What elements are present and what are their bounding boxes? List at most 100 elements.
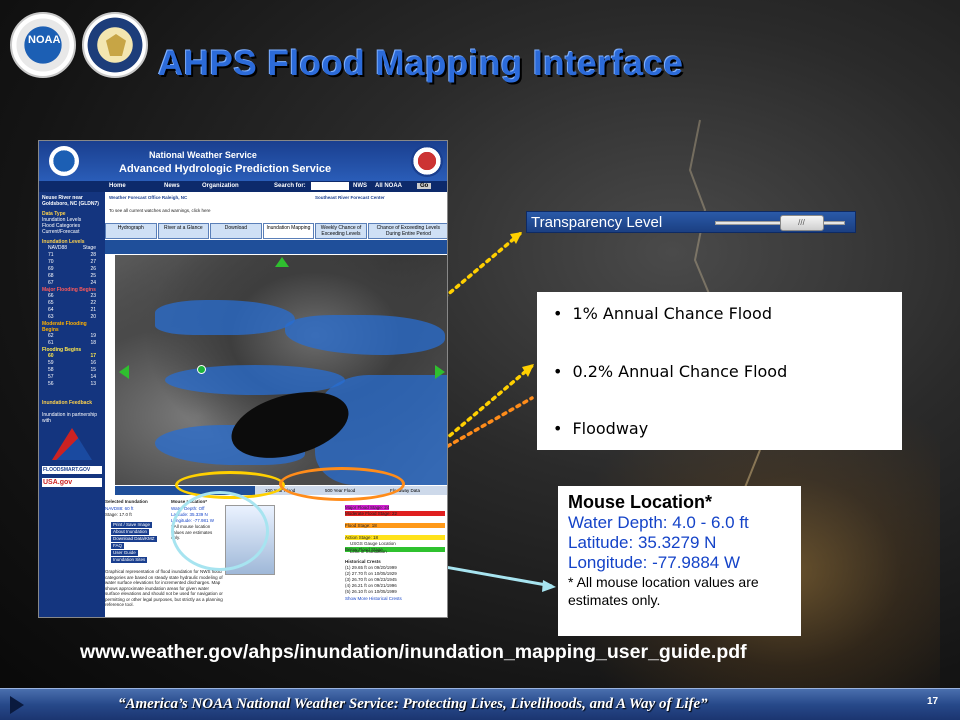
- gauge-marker-icon[interactable]: [197, 365, 206, 374]
- noaa-logo-text: NOAA: [28, 34, 61, 46]
- nav-go-button[interactable]: Go: [417, 183, 432, 189]
- mouse-location-box: Mouse Location* Water Depth: 4.0 - 6.0 f…: [558, 486, 801, 636]
- level-cell[interactable]: 67: [48, 280, 54, 286]
- print-save-button[interactable]: Print / Save Image: [111, 522, 153, 528]
- inundation-map[interactable]: [115, 255, 447, 485]
- level-cell[interactable]: 20: [90, 314, 96, 320]
- eagle-icon: [106, 34, 126, 56]
- tab-river-at-a-glance[interactable]: River at a Glance: [157, 223, 210, 239]
- level-cell[interactable]: 27: [90, 259, 96, 265]
- level-cell[interactable]: 64: [48, 307, 54, 313]
- nav-organization[interactable]: Organization: [202, 183, 239, 189]
- level-cell[interactable]: 66: [48, 293, 54, 299]
- col-head: NAVD88: [48, 245, 68, 251]
- legend-floodway[interactable]: Floodway Data: [390, 488, 421, 493]
- level-cell[interactable]: 61: [48, 340, 54, 346]
- nc-emergency-logo-icon: [52, 428, 92, 460]
- pan-left-icon[interactable]: [119, 365, 129, 379]
- transparency-slider-thumb[interactable]: ///: [779, 215, 824, 231]
- nws-sidebar: Neuse River near Goldsboro, NC (GLDN7) D…: [39, 192, 105, 617]
- pan-up-icon[interactable]: [275, 257, 289, 267]
- floodsmart-logo[interactable]: FLOODSMART.GOV: [42, 466, 102, 474]
- inundation-sites-button[interactable]: Inundation Sites: [111, 557, 148, 563]
- data-type-option[interactable]: Current/Forecast: [42, 229, 80, 235]
- tab-inundation-mapping[interactable]: Inundation Mapping: [262, 223, 315, 239]
- cat-flood: Flood Stage: 18: [345, 523, 445, 528]
- level-cell[interactable]: 70: [48, 259, 54, 265]
- nws-header: National Weather Service Advanced Hydrol…: [39, 141, 447, 181]
- user-guide-button[interactable]: User Guide: [111, 550, 138, 556]
- level-cell[interactable]: 25: [90, 273, 96, 279]
- level-cell[interactable]: 13: [90, 381, 96, 387]
- crest-row: (5) 26.10 ft on 10/05/1999: [345, 589, 397, 594]
- watches-text[interactable]: To see all current watches and warnings,…: [109, 208, 211, 213]
- level-cell[interactable]: 65: [48, 300, 54, 306]
- transparency-level-control[interactable]: Transparency Level ///: [526, 211, 856, 233]
- rfc-link[interactable]: Southeast River Forecast Center: [315, 195, 385, 200]
- user-guide-url[interactable]: www.weather.gov/ahps/inundation/inundati…: [80, 641, 747, 663]
- flood-area: [155, 300, 295, 335]
- level-cell[interactable]: 26: [90, 266, 96, 272]
- level-cell[interactable]: 15: [90, 367, 96, 373]
- level-cell[interactable]: 56: [48, 381, 54, 387]
- water-depth-value: Water Depth: 4.0 - 6.0 ft: [568, 513, 749, 532]
- flood-category-legend: Major Flood Stage: 24 Moderate Flood Sta…: [345, 505, 445, 552]
- level-cell[interactable]: 21: [90, 307, 96, 313]
- data-type-option[interactable]: Inundation Levels: [42, 217, 82, 223]
- level-cell[interactable]: 18: [90, 340, 96, 346]
- about-inundation-button[interactable]: About Inundation: [111, 529, 150, 535]
- level-cell[interactable]: 62: [48, 333, 54, 339]
- level-cell[interactable]: 59: [48, 360, 54, 366]
- level-cell-selected[interactable]: 17: [90, 353, 96, 359]
- level-cell[interactable]: 63: [48, 314, 54, 320]
- level-cell[interactable]: 71: [48, 252, 54, 258]
- usa-gov-logo[interactable]: USA.gov: [42, 478, 102, 487]
- level-cell[interactable]: 14: [90, 374, 96, 380]
- crest-row: (2) 27.70 ft on 10/05/1929: [345, 571, 397, 576]
- pan-right-icon[interactable]: [435, 365, 445, 379]
- feedback-link[interactable]: Inundation Feedback: [42, 400, 93, 406]
- office-link[interactable]: Weather Forecast Office Raleigh, NC: [109, 195, 188, 200]
- estimate-note-line1: * All mouse location values are: [568, 574, 759, 590]
- faq-button[interactable]: FAQ: [111, 543, 125, 549]
- nav-news[interactable]: News: [164, 183, 180, 189]
- nav-radio-nws[interactable]: NWS: [353, 183, 367, 189]
- major-flooding-label: Major Flooding Begins: [42, 287, 96, 293]
- level-cell[interactable]: 19: [90, 333, 96, 339]
- tab-row: Hydrograph River at a Glance Download In…: [105, 223, 447, 239]
- arrowhead-icon: [542, 580, 556, 592]
- more-crests-link[interactable]: Show More Historical Crests: [345, 596, 402, 601]
- download-data-button[interactable]: Download Data/KMZ: [111, 536, 157, 542]
- level-cell[interactable]: 68: [48, 273, 54, 279]
- footer-bar: “America’s NOAA National Weather Service…: [0, 688, 960, 720]
- nav-search-input[interactable]: [311, 182, 349, 190]
- level-cell[interactable]: 22: [90, 300, 96, 306]
- department-of-commerce-seal-icon: [82, 12, 148, 78]
- mouse-location-heading: Mouse Location*: [568, 492, 713, 512]
- cat-moderate: Moderate Flood Stage: 22: [345, 511, 445, 516]
- highlight-mouse-ellipse: [171, 491, 269, 571]
- tab-weekly-chance[interactable]: Weekly Chance of Exceeding Levels: [315, 223, 367, 239]
- data-type-option[interactable]: Flood Categories: [42, 223, 81, 229]
- tab-hydrograph[interactable]: Hydrograph: [105, 223, 157, 239]
- flood-area: [165, 365, 345, 395]
- level-cell[interactable]: 57: [48, 374, 54, 380]
- gauge-legend: USGS Gauge Location: [350, 541, 396, 546]
- tab-download[interactable]: Download: [210, 223, 262, 239]
- level-cell[interactable]: 58: [48, 367, 54, 373]
- level-cell[interactable]: 23: [90, 293, 96, 299]
- nav-radio-all-noaa[interactable]: All NOAA: [375, 183, 402, 189]
- nws-logo-icon: [411, 145, 443, 177]
- level-cell[interactable]: 69: [48, 266, 54, 272]
- level-cell-selected[interactable]: 60: [48, 353, 54, 359]
- limit-legend: Limit of Inundation: [350, 549, 387, 554]
- agency-title: National Weather Service: [149, 150, 257, 160]
- tab-chance-entire-period[interactable]: Chance of Exceeding Levels During Entire…: [367, 223, 447, 239]
- level-cell[interactable]: 28: [90, 252, 96, 258]
- arrow-to-legend-yellow: [393, 364, 534, 484]
- nav-home[interactable]: Home: [109, 183, 126, 189]
- legend-item-floodway: Floodway: [553, 419, 648, 438]
- legend-item-1pct: 1% Annual Chance Flood: [553, 304, 772, 323]
- level-cell[interactable]: 24: [90, 280, 96, 286]
- level-cell[interactable]: 16: [90, 360, 96, 366]
